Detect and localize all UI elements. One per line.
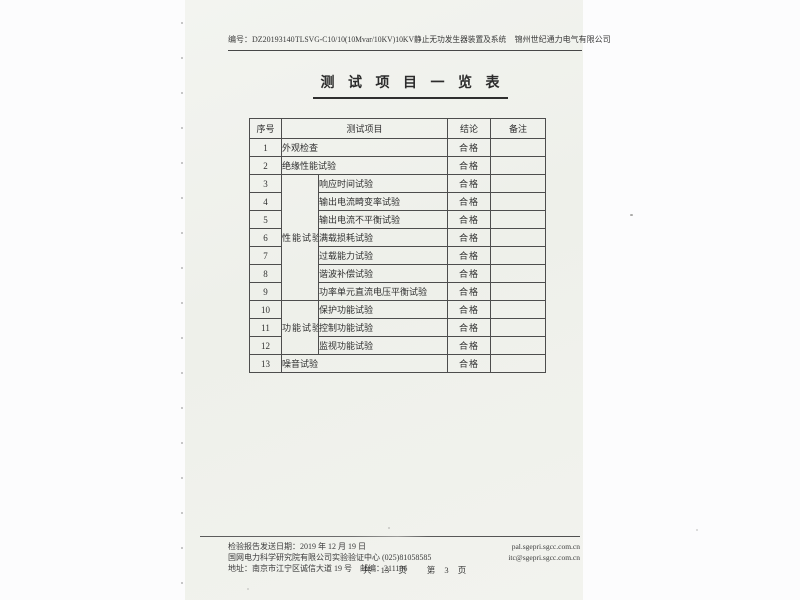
row-index-cell: 5 (249, 210, 282, 229)
test-item-cell: 满载损耗试验 (317, 228, 449, 247)
test-item-cell: 绝缘性能试验 (280, 156, 449, 175)
test-item-cell: 输出电流不平衡试验 (317, 210, 449, 229)
title-wrap: 测 试 项 目 一 览 表 (237, 72, 583, 99)
remark-cell (490, 246, 547, 265)
conclusion-cell: 合格 (447, 264, 492, 283)
footer-rule (200, 536, 580, 537)
table-row: 1 外观检查 合格 (249, 138, 547, 157)
device-model: TLSVG-C10/10(10Mvar/10KV)10KV静止无功发生器装置及系… (294, 35, 506, 44)
scan-speck (696, 529, 698, 531)
row-index-cell: 4 (249, 192, 282, 211)
table-header-row: 序号 测试项目 结论 备注 (249, 118, 547, 139)
page-current: 第 3 页 (426, 565, 467, 575)
remark-cell (490, 228, 547, 247)
test-group-cell: 功能试验 (281, 300, 319, 355)
footer-contact-block: 检验报告发送日期：2019 年 12 月 19 日 国网电力科学研究院有限公司实… (228, 541, 431, 574)
conclusion-cell: 合格 (447, 210, 492, 229)
test-item-cell: 控制功能试验 (317, 318, 449, 337)
remark-cell (490, 300, 547, 319)
report-number: 编号：DZ20193140 (228, 35, 295, 44)
test-item-cell: 噪音试验 (280, 354, 449, 373)
document-header: 编号：DZ20193140 TLSVG-C10/10(10Mvar/10KV)1… (228, 34, 611, 45)
table-row: 13 噪音试验 合格 (249, 354, 547, 373)
test-item-cell: 谐波补偿试验 (317, 264, 449, 283)
conclusion-cell: 合格 (447, 174, 492, 193)
test-item-cell: 过载能力试验 (317, 246, 449, 265)
website-url: pal.sgepri.sgcc.com.cn (511, 542, 580, 551)
row-index-cell: 2 (249, 156, 282, 175)
remark-cell (490, 354, 547, 373)
scan-speck (630, 214, 633, 216)
row-index-cell: 11 (249, 318, 282, 337)
conclusion-cell: 合格 (447, 156, 492, 175)
report-send-date: 检验报告发送日期：2019 年 12 月 19 日 (228, 542, 366, 551)
test-item-cell: 功率单元直流电压平衡试验 (317, 282, 449, 301)
remark-cell (490, 282, 547, 301)
test-item-cell: 响应时间试验 (317, 174, 449, 193)
col-header-index: 序号 (249, 118, 282, 139)
remark-cell (490, 264, 547, 283)
row-index-cell: 10 (249, 300, 282, 319)
page-title: 测 试 项 目 一 览 表 (312, 72, 508, 99)
scan-edge-marks (181, 22, 183, 584)
org-address: 地址：南京市江宁区诚信大道 19 号 邮编：211106 (228, 564, 408, 573)
page-total: 共 13 页 (363, 565, 407, 575)
remark-cell (490, 336, 547, 355)
footer-links-block: pal.sgepri.sgcc.com.cn itc@sgepri.sgcc.c… (508, 541, 580, 563)
remark-cell (490, 138, 547, 157)
org-name-phone: 国网电力科学研究院有限公司实验验证中心 (025)81058585 (228, 553, 432, 562)
company-name: 锦州世纪通力电气有限公司 (514, 35, 611, 44)
table-row: 11 控制功能试验 合格 (249, 318, 547, 337)
test-item-cell: 外观检查 (280, 138, 449, 157)
test-item-cell: 监视功能试验 (317, 336, 449, 355)
scan-speck (388, 527, 390, 529)
remark-cell (490, 210, 547, 229)
conclusion-cell: 合格 (447, 318, 492, 337)
row-index-cell: 3 (249, 174, 282, 193)
test-item-cell: 输出电流畸变率试验 (317, 192, 449, 211)
table-row: 9 功率单元直流电压平衡试验 合格 (249, 282, 547, 301)
remark-cell (490, 174, 547, 193)
test-group-cell: 性能试验 (281, 174, 319, 301)
row-index-cell: 7 (249, 246, 282, 265)
row-index-cell: 1 (249, 138, 282, 157)
conclusion-cell: 合格 (447, 192, 492, 211)
conclusion-cell: 合格 (447, 336, 492, 355)
table-row: 4 输出电流畸变率试验 合格 (249, 192, 547, 211)
row-index-cell: 12 (249, 336, 282, 355)
row-index-cell: 13 (249, 354, 282, 373)
col-header-remark: 备注 (490, 118, 547, 139)
table-row: 7 过载能力试验 合格 (249, 246, 547, 265)
test-item-cell: 保护功能试验 (317, 300, 449, 319)
conclusion-cell: 合格 (447, 228, 492, 247)
conclusion-cell: 合格 (447, 354, 492, 373)
conclusion-cell: 合格 (447, 138, 492, 157)
page-number-line: 共 13 页 第 3 页 (363, 564, 466, 576)
remark-cell (490, 318, 547, 337)
conclusion-cell: 合格 (447, 300, 492, 319)
conclusion-cell: 合格 (447, 246, 492, 265)
table-row: 3 性能试验 响应时间试验 合格 (249, 174, 547, 301)
row-index-cell: 9 (249, 282, 282, 301)
remark-cell (490, 192, 547, 211)
email-address: itc@sgepri.sgcc.com.cn (508, 553, 580, 562)
remark-cell (490, 156, 547, 175)
table-row: 12 监视功能试验 合格 (249, 336, 547, 355)
scan-speck (247, 588, 249, 590)
test-items-table: 序号 测试项目 结论 备注 1 外观检查 合格 2 绝缘性能试验 合格 3 性能试验 响应时间试… (249, 118, 547, 373)
table-row: 2 绝缘性能试验 合格 (249, 156, 547, 175)
row-index-cell: 6 (249, 228, 282, 247)
row-index-cell: 8 (249, 264, 282, 283)
conclusion-cell: 合格 (447, 282, 492, 301)
paper-sheet: 编号：DZ20193140 TLSVG-C10/10(10Mvar/10KV)1… (185, 0, 611, 600)
col-header-item: 测试项目 (280, 118, 449, 139)
header-underline (228, 50, 582, 51)
table-row: 10 功能试验 保护功能试验 合格 (249, 300, 547, 355)
col-header-conclusion: 结论 (447, 118, 492, 139)
